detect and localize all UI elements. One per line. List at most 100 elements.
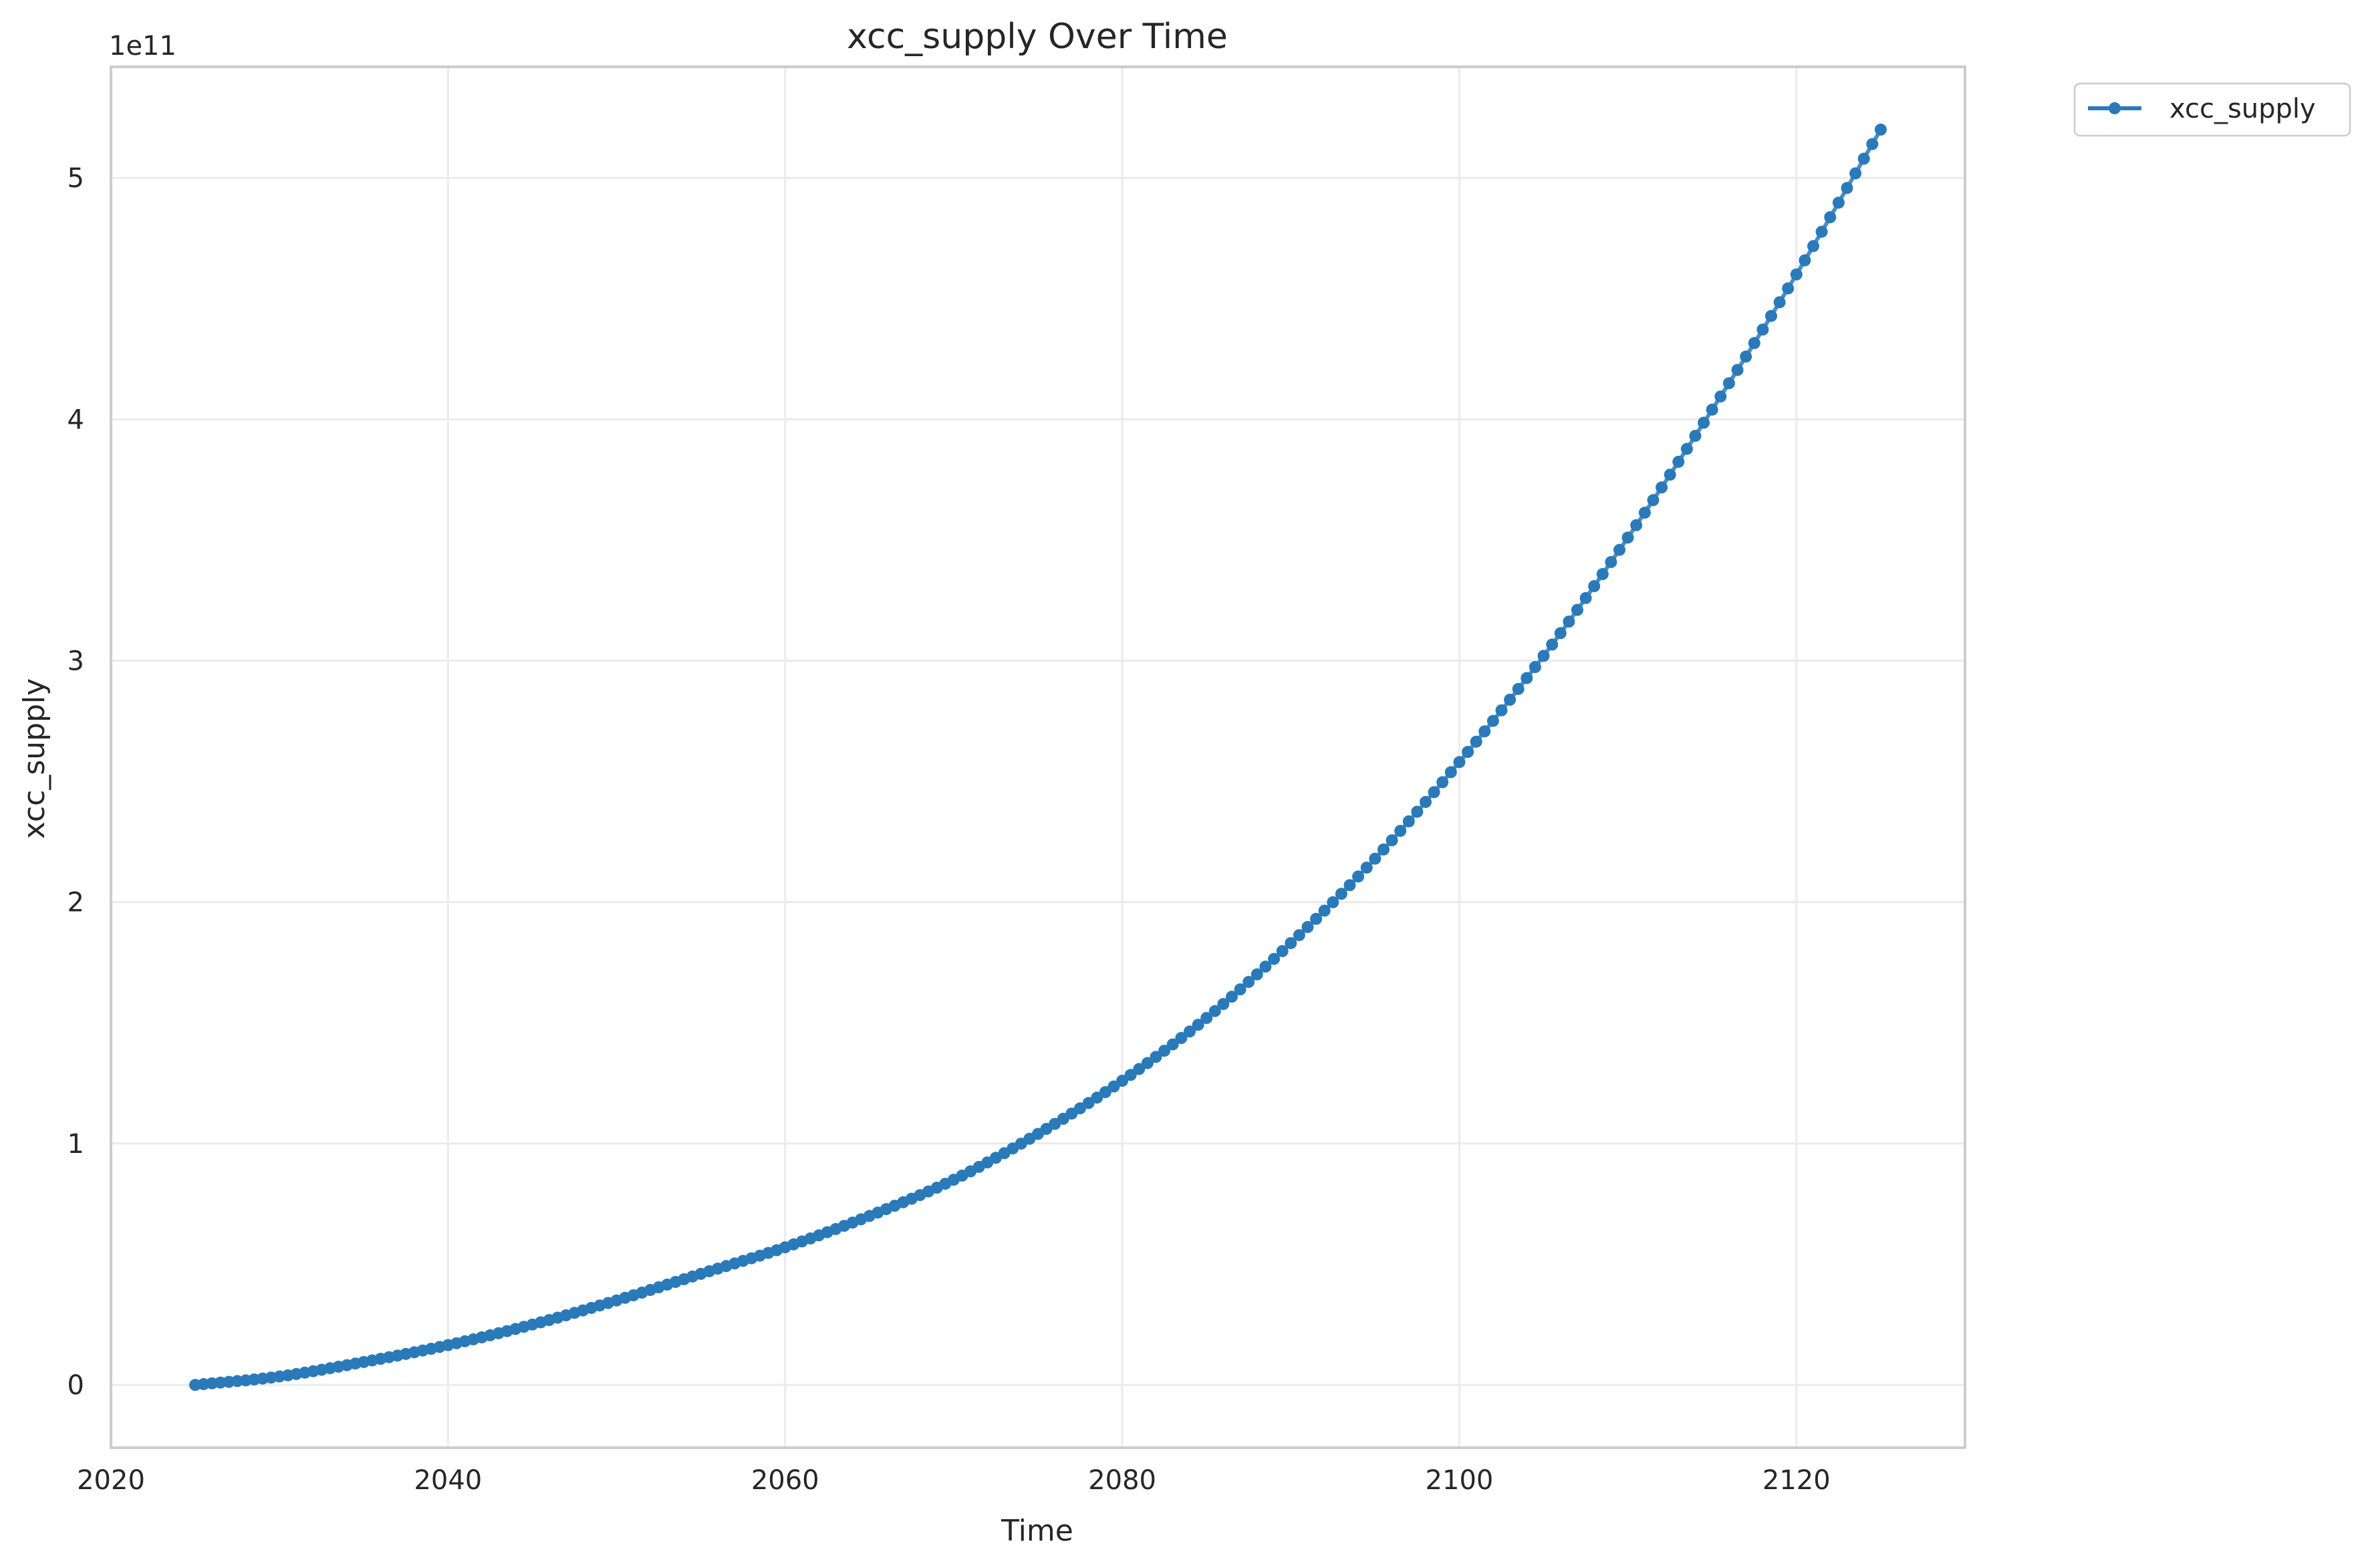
data-point xyxy=(1698,416,1710,429)
data-point xyxy=(1554,627,1567,640)
data-point xyxy=(1689,430,1702,442)
data-point xyxy=(1866,138,1879,150)
y-tick-label: 5 xyxy=(68,163,84,194)
x-tick-label: 2100 xyxy=(1426,1465,1494,1496)
data-point xyxy=(1217,998,1230,1011)
data-point xyxy=(1579,592,1592,604)
data-point xyxy=(1377,843,1390,856)
data-point xyxy=(1638,507,1651,519)
y-offset-label: 1e11 xyxy=(109,31,176,61)
data-point xyxy=(1613,543,1625,556)
data-point xyxy=(1841,182,1853,194)
x-axis-label: Time xyxy=(1001,1514,1073,1548)
data-point xyxy=(1436,776,1449,789)
data-point xyxy=(1453,756,1466,769)
chart-title: xcc_supply Over Time xyxy=(847,17,1228,57)
data-point xyxy=(1824,211,1837,223)
x-tick-label: 2020 xyxy=(77,1465,145,1496)
data-point xyxy=(1630,519,1643,531)
data-point xyxy=(1343,879,1356,892)
data-point xyxy=(1192,1019,1204,1031)
data-point xyxy=(1402,815,1415,827)
y-tick-label: 4 xyxy=(68,404,84,435)
data-point xyxy=(1731,364,1744,376)
data-point xyxy=(1352,870,1365,883)
data-point xyxy=(1596,568,1609,580)
data-point xyxy=(1116,1075,1129,1087)
data-point xyxy=(1327,896,1339,908)
data-point xyxy=(1276,945,1289,957)
y-tick-label: 2 xyxy=(68,888,84,918)
data-point xyxy=(1175,1032,1188,1044)
data-point xyxy=(1259,960,1272,973)
x-tick-label: 2060 xyxy=(751,1465,819,1496)
data-point xyxy=(1782,282,1795,295)
data-point xyxy=(1124,1069,1137,1081)
plot-frame xyxy=(110,66,1966,1449)
legend-marker xyxy=(2109,102,2121,114)
data-point xyxy=(1799,254,1811,267)
data-point xyxy=(1790,268,1803,281)
data-point xyxy=(1512,682,1525,695)
data-point xyxy=(1470,735,1482,748)
data-point xyxy=(1672,455,1685,468)
data-point xyxy=(1166,1038,1179,1051)
y-tick-label: 3 xyxy=(68,646,84,677)
data-point xyxy=(1226,991,1238,1003)
data-point xyxy=(1680,442,1693,455)
data-point xyxy=(1242,976,1255,989)
data-point xyxy=(1133,1063,1146,1075)
data-point xyxy=(1420,795,1432,808)
data-point xyxy=(1706,403,1718,416)
data-point xyxy=(1647,494,1660,507)
data-point xyxy=(1486,714,1499,727)
data-point xyxy=(1504,693,1517,706)
y-ticks: 0 1 2 3 4 5 xyxy=(68,163,84,1401)
data-point xyxy=(1537,650,1550,662)
data-point xyxy=(1605,555,1617,568)
data-point xyxy=(1444,766,1457,779)
data-point xyxy=(1546,638,1559,651)
data-point xyxy=(1563,616,1575,628)
data-point xyxy=(1107,1080,1120,1093)
data-point xyxy=(1571,604,1583,616)
data-point xyxy=(1521,672,1533,684)
x-ticks: 2020 2040 2060 2080 2100 2120 xyxy=(77,1465,1831,1496)
data-point xyxy=(1815,225,1828,238)
data-point xyxy=(1411,805,1424,818)
y-tick-label: 0 xyxy=(68,1370,84,1401)
data-point xyxy=(1200,1012,1213,1025)
data-point xyxy=(1832,197,1845,209)
data-point xyxy=(1722,377,1735,390)
data-point xyxy=(1360,862,1373,874)
series-layer xyxy=(189,123,1887,1392)
data-point xyxy=(1158,1045,1171,1057)
data-point xyxy=(1386,834,1398,847)
data-point xyxy=(1529,661,1541,673)
data-point xyxy=(1874,123,1887,136)
data-point xyxy=(1394,825,1407,837)
legend-box xyxy=(2073,82,2351,137)
data-point xyxy=(1756,323,1769,336)
data-point xyxy=(1621,531,1634,544)
y-axis-label: xcc_supply xyxy=(17,678,51,839)
x-tick-label: 2120 xyxy=(1762,1465,1831,1496)
legend: xcc_supply xyxy=(2073,82,2351,137)
data-point xyxy=(1369,852,1381,865)
legend-label: xcc_supply xyxy=(2169,94,2316,124)
data-point xyxy=(1740,350,1752,363)
data-point xyxy=(1141,1057,1154,1069)
data-point xyxy=(1234,983,1246,996)
x-tick-label: 2080 xyxy=(1088,1465,1156,1496)
data-point xyxy=(1310,912,1323,925)
data-point xyxy=(1588,580,1601,592)
data-point xyxy=(1748,337,1760,350)
data-point xyxy=(1208,1005,1221,1017)
data-point xyxy=(1656,481,1668,494)
data-point xyxy=(1773,296,1786,309)
data-point xyxy=(1478,725,1491,738)
data-point xyxy=(1335,888,1347,900)
data-point xyxy=(1250,968,1263,981)
data-point xyxy=(1184,1025,1196,1038)
data-point xyxy=(1765,309,1777,322)
